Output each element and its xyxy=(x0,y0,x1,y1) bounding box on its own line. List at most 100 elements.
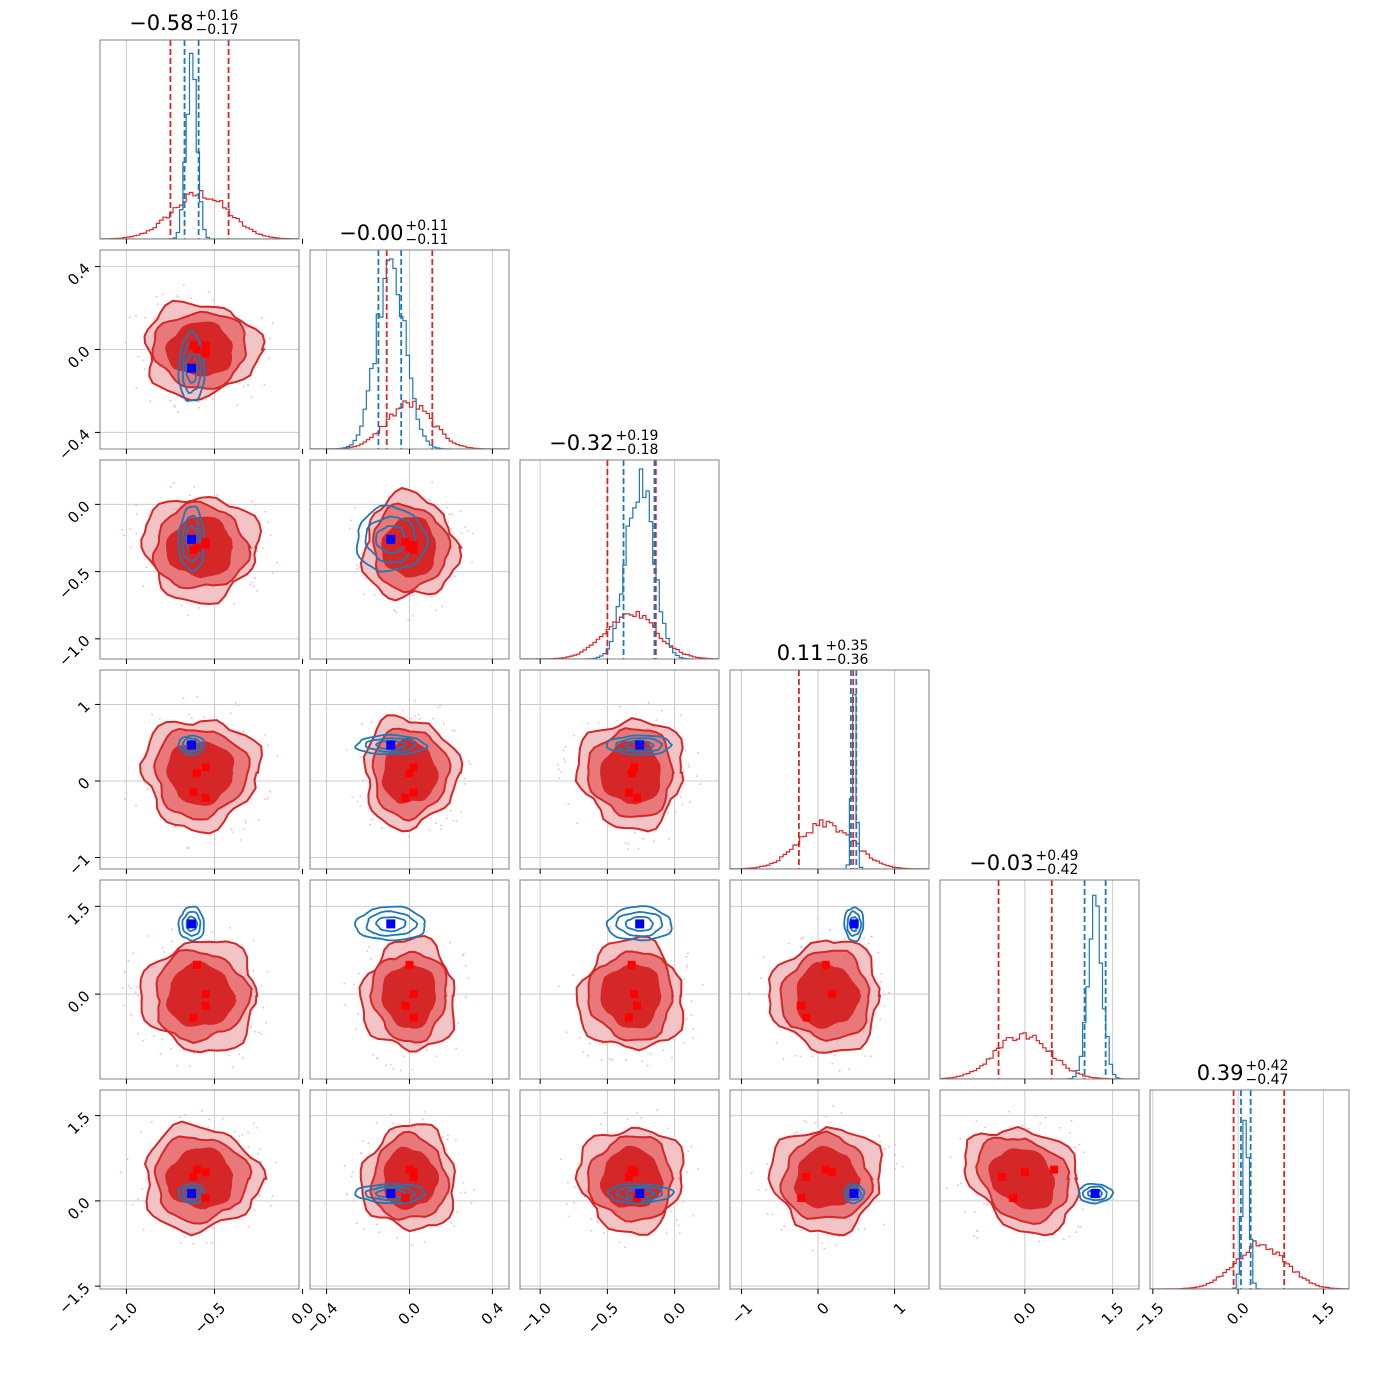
blue-contour-4-1-0 xyxy=(354,905,426,942)
sample-dot-3-1-1 xyxy=(464,783,466,785)
hist-panel-1 xyxy=(309,249,510,454)
sample-dot-1-0-26 xyxy=(263,384,266,386)
sample-dot-3-2-34 xyxy=(563,758,565,760)
sample-dot-5-2-5 xyxy=(626,1118,629,1121)
sample-dot-2-0-50 xyxy=(135,533,138,535)
sample-dot-5-4-3 xyxy=(986,1203,988,1206)
sample-dot-5-4-25 xyxy=(1035,1115,1037,1117)
contour-panel-5-2 xyxy=(519,1089,720,1294)
sample-dot-3-1-42 xyxy=(369,823,372,826)
red-marker-3-0-3 xyxy=(201,793,210,802)
sample-dot-2-0-28 xyxy=(250,500,253,503)
sample-dot-3-1-12 xyxy=(451,729,454,732)
sample-dot-4-1-36 xyxy=(372,1053,374,1056)
sample-dot-1-0-29 xyxy=(129,316,131,319)
sample-dot-5-3-35 xyxy=(766,1213,769,1215)
contour-panel-3-1 xyxy=(309,669,510,874)
sample-dot-4-2-28 xyxy=(587,1054,589,1057)
sample-dot-3-2-18 xyxy=(642,837,645,840)
sample-dot-3-2-29 xyxy=(564,745,567,748)
x-tick-label-3-1: 0 xyxy=(813,1299,832,1318)
red-contour-5-3-2 xyxy=(793,1145,861,1209)
sample-dot-5-0-50 xyxy=(179,1241,182,1244)
sample-dot-5-1-1 xyxy=(378,1231,381,1234)
sample-dot-2-1-40 xyxy=(466,529,469,532)
sample-dot-3-1-56 xyxy=(408,699,411,701)
sample-dot-5-3-50 xyxy=(878,1135,881,1137)
sample-dot-3-1-13 xyxy=(359,805,362,807)
sample-dot-1-0-54 xyxy=(161,293,164,296)
sample-dot-3-1-21 xyxy=(371,818,374,821)
sample-dot-4-2-41 xyxy=(692,1027,695,1030)
red-marker-2-1-0 xyxy=(405,543,414,552)
sample-dot-5-0-59 xyxy=(212,1227,214,1229)
sample-dot-2-1-33 xyxy=(431,481,433,484)
sample-dot-5-4-26 xyxy=(976,1237,979,1240)
x-tick-label-5-2: 1.5 xyxy=(1309,1299,1339,1329)
sample-dot-4-1-15 xyxy=(425,1049,428,1051)
sample-dot-2-1-6 xyxy=(362,593,365,596)
sample-dot-3-1-19 xyxy=(428,829,431,831)
sample-dot-3-2-26 xyxy=(674,810,677,813)
sample-dot-5-3-1 xyxy=(857,1228,860,1231)
sample-dot-5-2-20 xyxy=(697,1168,699,1170)
sample-dot-2-0-0 xyxy=(254,577,256,580)
sample-dot-5-0-34 xyxy=(270,1205,272,1207)
sample-dot-3-0-53 xyxy=(188,846,190,849)
sample-dot-4-1-20 xyxy=(343,982,346,985)
x-tick-label-5-1: 0.0 xyxy=(1223,1299,1253,1329)
blue-contour-5-2-1 xyxy=(615,1185,664,1202)
sample-dot-5-2-55 xyxy=(603,1231,605,1234)
sample-dot-1-0-5 xyxy=(155,295,158,298)
sample-dot-3-2-32 xyxy=(627,848,630,851)
red-marker-1-0-1 xyxy=(201,341,210,350)
sample-dot-5-3-38 xyxy=(894,1154,897,1156)
sample-dot-3-0-21 xyxy=(182,697,185,700)
sample-dot-5-4-28 xyxy=(1081,1208,1084,1211)
sample-dot-5-2-42 xyxy=(686,1171,689,1173)
sample-dot-5-2-53 xyxy=(567,1181,569,1184)
contour-panel-5-4 xyxy=(939,1089,1140,1294)
sample-dot-3-0-38 xyxy=(230,828,233,830)
sample-dot-3-2-15 xyxy=(612,703,615,706)
sample-dot-4-3-21 xyxy=(765,993,768,995)
truth-marker-3-1 xyxy=(386,740,396,750)
sample-dot-3-0-3 xyxy=(203,716,206,719)
sample-dot-4-0-24 xyxy=(176,1064,179,1067)
sample-dot-2-0-39 xyxy=(142,585,145,587)
param-title-5: 0.39 +0.42−0.47 xyxy=(1197,1058,1289,1088)
red-marker-3-0-2 xyxy=(189,788,198,797)
sample-dot-4-3-2 xyxy=(787,942,790,945)
sample-dot-5-4-42 xyxy=(1079,1225,1082,1228)
sample-dot-3-2-20 xyxy=(653,840,655,843)
x-tick-label-1-1: 0.0 xyxy=(395,1299,425,1329)
param-title-sup-5: +0.42 xyxy=(1246,1058,1289,1074)
sample-dot-3-2-3 xyxy=(637,847,640,850)
sample-dot-4-3-10 xyxy=(870,1055,872,1058)
sample-dot-5-4-43 xyxy=(1075,1231,1078,1234)
sample-dot-2-1-12 xyxy=(354,506,356,509)
sample-dot-2-1-39 xyxy=(360,552,363,555)
param-title-sup-1: +0.11 xyxy=(406,218,449,234)
y-tick-label-4-0: 0.0 xyxy=(64,987,94,1017)
sample-dot-5-1-29 xyxy=(421,1118,424,1121)
contour-panel-3-2 xyxy=(519,669,720,874)
sample-dot-4-3-0 xyxy=(864,1055,867,1057)
blue-contour-3-2-0 xyxy=(605,734,674,756)
red-marker-2-1-1 xyxy=(409,540,418,549)
sample-dot-2-0-26 xyxy=(216,494,219,496)
sample-dot-2-1-54 xyxy=(428,498,431,501)
sample-dot-1-0-12 xyxy=(247,384,250,387)
sample-dot-2-0-1 xyxy=(145,566,148,569)
sample-dot-5-3-25 xyxy=(879,1141,881,1143)
sample-dot-3-1-24 xyxy=(414,715,417,717)
sample-dot-2-0-30 xyxy=(169,486,172,488)
sample-dot-4-0-6 xyxy=(134,991,137,994)
sample-dot-3-2-51 xyxy=(697,751,699,754)
sample-dot-4-3-55 xyxy=(831,1062,834,1065)
contour-panel-2-1 xyxy=(309,459,510,664)
sample-dot-5-1-10 xyxy=(362,1140,364,1142)
truth-marker-1-0 xyxy=(187,363,197,373)
sample-dot-3-2-53 xyxy=(688,765,690,768)
red-marker-3-1-2 xyxy=(409,788,418,797)
